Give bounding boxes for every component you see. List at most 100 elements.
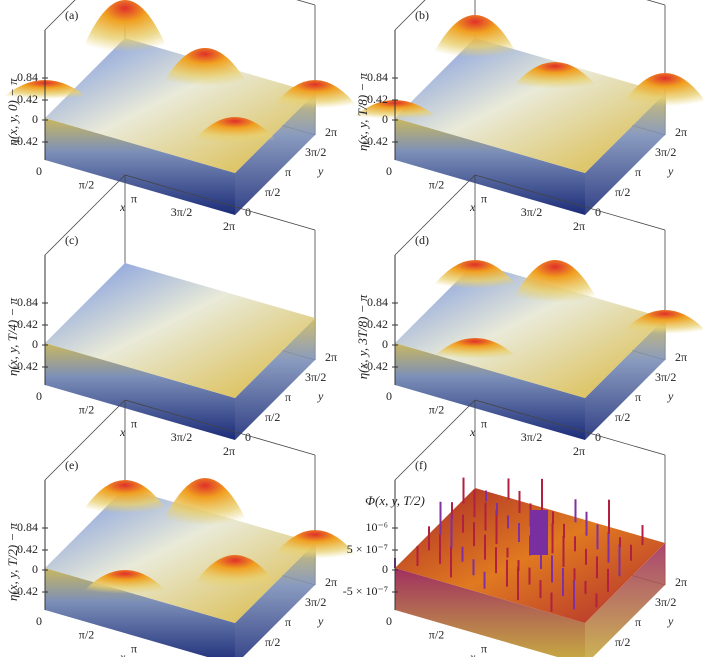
surface-peak (430, 260, 520, 290)
y-tick-label: π/2 (615, 410, 630, 424)
y-axis-label: y (317, 614, 324, 628)
y-tick-label: 3π/2 (655, 145, 676, 159)
panel-label: (c) (65, 233, 78, 247)
box-edge (394, 0, 426, 31)
y-tick-label: 3π/2 (305, 145, 326, 159)
y-tick-label: 0 (595, 655, 601, 657)
panel-label: (f) (415, 458, 427, 472)
box-edge (474, 174, 666, 231)
y-tick-label: 0 (245, 430, 251, 444)
y-tick-label: π (285, 615, 291, 629)
y-tick-label: π/2 (615, 635, 630, 649)
side-face (585, 93, 665, 215)
box-edge (44, 399, 126, 481)
y-tick-label: π/2 (265, 185, 280, 199)
surface-peak (80, 0, 170, 55)
z-tick-label: 0.84 (17, 295, 38, 309)
x-tick-label: 0 (36, 389, 42, 403)
y-tick-label: 3π/2 (655, 370, 676, 384)
z-tick-label: 0.84 (17, 70, 38, 84)
panel: (b) 0.84 0.42 0 -0.42η(x, y, T/8) − π 0 π/2 π 3π… (350, 0, 703, 233)
side-face (395, 568, 585, 657)
z-tick-label: 0.84 (367, 70, 388, 84)
y-tick-label: π (635, 615, 641, 629)
x-tick-label: 2π (223, 219, 235, 233)
side-face (585, 543, 665, 657)
x-tick-label: π (481, 416, 487, 430)
x-axis-label: x (469, 650, 476, 657)
surface-peak (510, 260, 600, 305)
z-tick-label: 10⁻⁶ (365, 520, 388, 534)
side-face (45, 118, 235, 215)
z-tick-label: 0.84 (367, 295, 388, 309)
z-axis-label: η(x, y, 3T/8) − π (355, 294, 370, 379)
z-axis-label: η(x, y, 0) − π (5, 78, 20, 146)
surface-peak (80, 570, 170, 595)
y-tick-label: 2π (325, 350, 337, 364)
y-tick-label: π/2 (265, 410, 280, 424)
box-edge (394, 399, 476, 481)
z-tick-label: -0.42 (13, 584, 38, 598)
box-edge (124, 399, 316, 456)
x-tick-label: π/2 (79, 628, 94, 642)
surface-peak (430, 338, 520, 360)
y-tick-label: π (285, 165, 291, 179)
z-tick-label: -0.42 (13, 359, 38, 373)
z-axis-label: η(x, y, T/2) − π (5, 522, 20, 601)
y-tick-label: π (635, 390, 641, 404)
side-face (395, 118, 585, 215)
y-tick-label: π (285, 390, 291, 404)
z-tick-label: 0 (382, 562, 388, 576)
y-tick-label: 0 (595, 205, 601, 219)
y-tick-label: 2π (325, 575, 337, 589)
y-axis-label: y (667, 614, 674, 628)
z-tick-label: -0.42 (363, 134, 388, 148)
x-tick-label: 2π (223, 444, 235, 458)
panel-label: (d) (415, 233, 429, 247)
x-axis-label: x (469, 200, 476, 214)
x-tick-label: 0 (386, 164, 392, 178)
y-tick-label: 2π (675, 575, 687, 589)
surface-peak (510, 62, 600, 90)
y-tick-label: π (635, 165, 641, 179)
y-tick-label: 0 (245, 205, 251, 219)
z-tick-label: -0.42 (363, 359, 388, 373)
surface-peak (190, 555, 280, 590)
surface-peak (430, 15, 520, 60)
x-tick-label: 0 (386, 389, 392, 403)
y-axis-label: y (667, 164, 674, 178)
panel: (f) 10⁻⁶ 5 × 10⁻⁷ 0 -5 × 10⁻⁷ Φ(x, y, T/2) 0 π/… (343, 399, 687, 657)
y-tick-label: 2π (675, 125, 687, 139)
z-tick-label: 0 (32, 337, 38, 351)
z-tick-label: 0.42 (17, 542, 38, 556)
panel: (d)0.840.420-0.42η(x, y, 3T/8) − π0π/2π3… (355, 174, 703, 458)
y-tick-label: 2π (675, 350, 687, 364)
surface-peak (270, 80, 360, 110)
x-tick-label: 0 (36, 614, 42, 628)
x-axis-label: x (119, 425, 126, 439)
box-edge (646, 0, 666, 6)
x-tick-label: π (131, 416, 137, 430)
surface-peak (160, 478, 250, 528)
x-tick-label: π (131, 191, 137, 205)
y-tick-label: π/2 (615, 185, 630, 199)
z-tick-label: -0.42 (13, 134, 38, 148)
surface-peak (160, 48, 250, 88)
x-tick-label: 3π/2 (521, 205, 542, 219)
x-axis-label: x (119, 650, 126, 657)
surface-peak (620, 310, 703, 335)
surface-peak (270, 530, 360, 560)
x-tick-label: π/2 (429, 403, 444, 417)
x-axis-label: x (119, 200, 126, 214)
side-face (45, 343, 235, 440)
box-edge (124, 174, 316, 231)
panel-label: (a) (65, 8, 78, 22)
panel: (e) 0.84 0.42 0 -0.42η(x, y, T/2) − π 0 π/2 π 3π… (5, 399, 360, 657)
y-axis-label: y (317, 164, 324, 178)
x-tick-label: 0 (36, 164, 42, 178)
x-tick-label: π (131, 641, 137, 655)
x-axis-label: x (469, 425, 476, 439)
z-tick-label: 0.42 (17, 317, 38, 331)
x-tick-label: π (481, 191, 487, 205)
